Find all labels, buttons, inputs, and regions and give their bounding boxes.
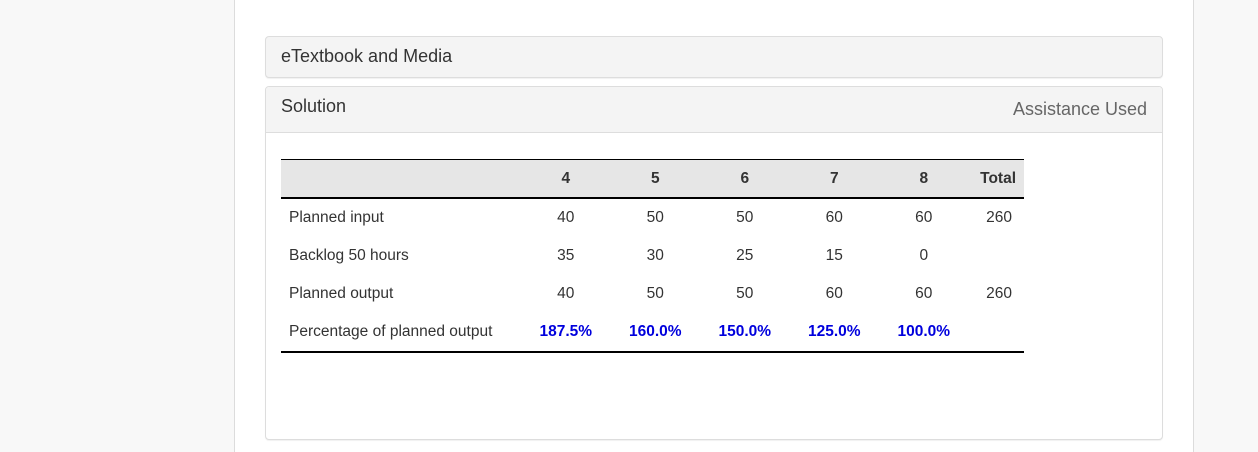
table-row-percentage: Percentage of planned output 187.5% 160.… xyxy=(281,313,1024,353)
cell-percentage: 187.5% xyxy=(521,313,611,353)
cell-value: 35 xyxy=(557,247,575,264)
table-row-planned-input: Planned input 40 50 50 60 60 260 xyxy=(281,198,1024,237)
cell-percentage: 100.0% xyxy=(879,313,969,353)
cell-value: 40 xyxy=(557,209,575,226)
cell-value: 60 xyxy=(915,285,933,302)
row-label: Planned input xyxy=(289,209,384,226)
assistance-used-label: Assistance Used xyxy=(1012,99,1147,119)
cell-percentage: 150.0% xyxy=(700,313,790,353)
column-header-total: Total xyxy=(968,159,1024,199)
solution-title: Solution xyxy=(281,96,347,116)
column-header-period-5: 5 xyxy=(610,159,700,199)
cell-value: 0 xyxy=(919,247,929,264)
cell-value: 15 xyxy=(825,247,843,264)
cell-value: 50 xyxy=(736,209,754,226)
row-label: Backlog 50 hours xyxy=(289,247,409,264)
cell-total xyxy=(968,313,1024,353)
solution-panel: Solution Assistance Used 4 5 6 7 8 Total xyxy=(265,86,1163,440)
etextbook-media-title[interactable]: eTextbook and Media xyxy=(281,46,453,66)
cell-value: 30 xyxy=(646,247,664,264)
row-label: Percentage of planned output xyxy=(281,313,521,353)
production-schedule-table: 4 5 6 7 8 Total Planned input 40 50 50 6 xyxy=(281,159,1024,353)
table-header-row: 4 5 6 7 8 Total xyxy=(281,159,1024,199)
cell-value: 50 xyxy=(646,209,664,226)
column-header-period-8: 8 xyxy=(879,159,969,199)
cell-value: 60 xyxy=(825,209,843,226)
solution-body: 4 5 6 7 8 Total Planned input 40 50 50 6 xyxy=(281,159,1024,353)
etextbook-media-panel[interactable]: eTextbook and Media xyxy=(265,36,1163,78)
table-row-planned-output: Planned output 40 50 50 60 60 260 xyxy=(281,275,1024,313)
column-header-period-7: 7 xyxy=(789,159,879,199)
cell-percentage: 160.0% xyxy=(610,313,700,353)
cell-total: 260 xyxy=(986,209,1012,226)
content-column: eTextbook and Media Solution Assistance … xyxy=(234,0,1194,452)
cell-total: 260 xyxy=(986,285,1012,302)
column-header-label xyxy=(281,159,521,199)
cell-value: 60 xyxy=(825,285,843,302)
row-label: Planned output xyxy=(289,285,394,302)
cell-total xyxy=(969,237,1025,275)
column-header-period-6: 6 xyxy=(700,159,790,199)
solution-panel-header[interactable]: Solution Assistance Used xyxy=(266,87,1162,133)
cell-percentage: 125.0% xyxy=(789,313,879,353)
cell-value: 50 xyxy=(736,285,754,302)
cell-value: 25 xyxy=(736,247,754,264)
cell-value: 40 xyxy=(557,285,575,302)
cell-value: 60 xyxy=(915,209,933,226)
table-row-backlog: Backlog 50 hours 35 30 25 15 0 xyxy=(281,237,1024,275)
column-header-period-4: 4 xyxy=(521,159,611,199)
cell-value: 50 xyxy=(646,285,664,302)
